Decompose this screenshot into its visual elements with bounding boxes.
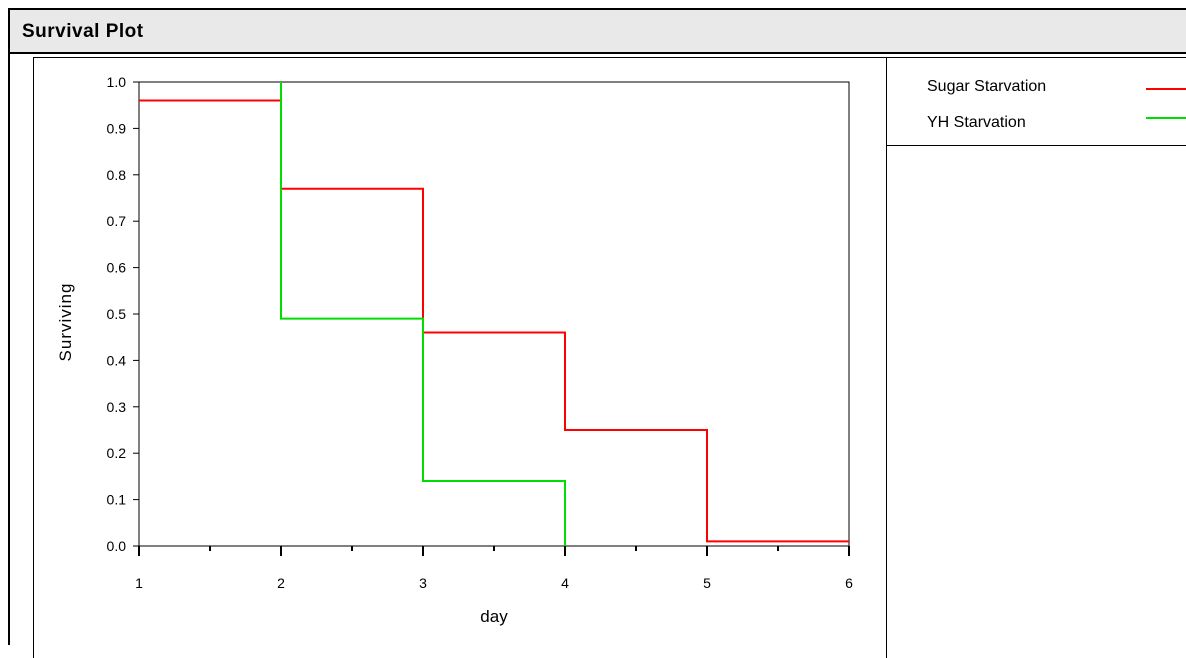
y-tick-label: 0.2 [107,445,127,461]
y-tick-label: 0.1 [107,492,127,508]
y-tick-label: 0.4 [107,352,127,368]
x-tick-label: 1 [135,575,143,591]
window-border-top [8,8,1186,10]
plot-frame [33,57,887,658]
title-bar: Survival Plot [10,10,1186,54]
legend-label-sugar-starvation: Sugar Starvation [927,78,1047,95]
series-line-yh-starvation [280,82,566,546]
y-tick-label: 0.8 [107,167,127,183]
x-tick-label: 5 [703,575,711,591]
x-axis-title: day [480,607,508,626]
x-tick-label: 4 [561,575,569,591]
x-tick-label: 2 [277,575,285,591]
window-border-left [8,8,10,645]
y-tick-label: 0.5 [107,306,127,322]
y-tick-label: 0.3 [107,399,127,415]
series-line-sugar-starvation [139,99,849,543]
legend-swatch-sugar-starvation [1146,88,1186,90]
y-axis-title: Surviving [56,283,75,362]
legend-swatch-yh-starvation [1146,117,1186,119]
y-tick-label: 0.6 [107,260,127,276]
x-tick-label: 3 [419,575,427,591]
x-tick-label: 6 [845,575,853,591]
y-tick-label: 0.0 [107,538,127,554]
legend: Sugar Starvation YH Starvation [886,57,1186,146]
window-title: Survival Plot [22,21,144,42]
y-tick-label: 0.7 [107,213,127,229]
legend-label-yh-starvation: YH Starvation [927,114,1026,131]
y-tick-label: 0.9 [107,120,127,136]
y-tick-label: 1.0 [107,74,127,90]
plot-area [138,81,850,547]
